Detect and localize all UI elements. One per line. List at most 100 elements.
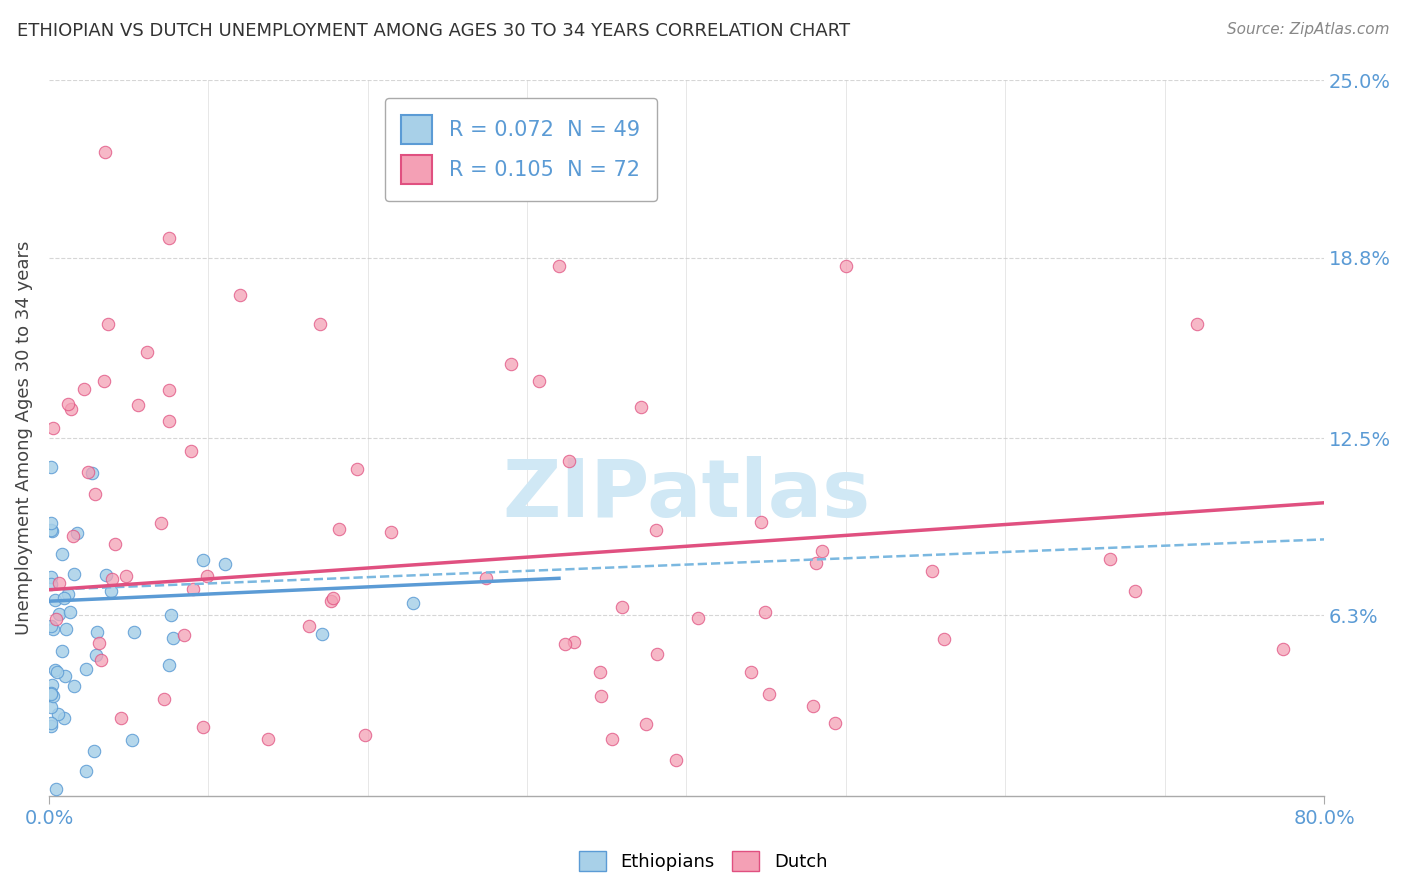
Point <box>160 608 183 623</box>
Point <box>127 398 149 412</box>
Point <box>499 357 522 371</box>
Point <box>193 720 215 734</box>
Point <box>115 569 138 583</box>
Point <box>665 753 688 767</box>
Text: ETHIOPIAN VS DUTCH UNEMPLOYMENT AMONG AGES 30 TO 34 YEARS CORRELATION CHART: ETHIOPIAN VS DUTCH UNEMPLOYMENT AMONG AG… <box>17 22 851 40</box>
Point <box>191 553 214 567</box>
Point <box>353 728 375 742</box>
Point <box>97 317 120 331</box>
Point <box>311 627 333 641</box>
Point <box>39 686 62 700</box>
Point <box>39 619 62 633</box>
Point <box>62 566 84 581</box>
Point <box>749 515 772 529</box>
Point <box>810 544 832 558</box>
Point <box>322 591 344 605</box>
Point <box>562 635 585 649</box>
Point <box>758 687 780 701</box>
Point <box>1123 584 1146 599</box>
Point <box>157 231 180 245</box>
Point <box>173 628 195 642</box>
Point <box>214 557 236 571</box>
Point <box>41 622 63 636</box>
Point <box>52 591 75 606</box>
Point <box>39 523 62 537</box>
Y-axis label: Unemployment Among Ages 30 to 34 years: Unemployment Among Ages 30 to 34 years <box>15 241 32 635</box>
Point <box>51 644 73 658</box>
Point <box>402 596 425 610</box>
Point <box>73 382 96 396</box>
Point <box>39 576 62 591</box>
Point <box>257 731 280 746</box>
Point <box>328 522 350 536</box>
Point <box>45 781 67 796</box>
Point <box>475 571 498 585</box>
Point <box>39 459 62 474</box>
Point <box>136 345 159 359</box>
Point <box>52 710 75 724</box>
Legend: R = 0.072  N = 49, R = 0.105  N = 72: R = 0.072 N = 49, R = 0.105 N = 72 <box>385 98 657 201</box>
Point <box>754 605 776 619</box>
Point <box>630 401 652 415</box>
Point <box>921 564 943 578</box>
Point <box>110 711 132 725</box>
Point <box>39 687 62 701</box>
Point <box>554 637 576 651</box>
Point <box>87 636 110 650</box>
Point <box>51 547 73 561</box>
Point <box>229 288 252 302</box>
Point <box>101 572 124 586</box>
Point <box>195 569 218 583</box>
Point <box>1098 552 1121 566</box>
Point <box>157 384 180 398</box>
Point <box>63 680 86 694</box>
Point <box>321 594 343 608</box>
Point <box>153 692 176 706</box>
Point <box>644 523 666 537</box>
Point <box>46 706 69 721</box>
Point <box>39 719 62 733</box>
Point <box>75 662 97 676</box>
Point <box>39 700 62 714</box>
Point <box>309 317 332 331</box>
Point <box>44 592 66 607</box>
Point <box>647 647 669 661</box>
Point <box>94 568 117 582</box>
Point <box>83 744 105 758</box>
Point <box>41 524 63 538</box>
Text: ZIPatlas: ZIPatlas <box>502 457 870 534</box>
Point <box>94 145 117 159</box>
Point <box>1185 317 1208 331</box>
Point <box>548 260 571 274</box>
Point <box>58 587 80 601</box>
Point <box>65 526 87 541</box>
Point <box>634 717 657 731</box>
Point <box>688 611 710 625</box>
Point <box>84 648 107 663</box>
Point <box>44 663 66 677</box>
Point <box>558 454 581 468</box>
Point <box>835 260 858 274</box>
Text: Source: ZipAtlas.com: Source: ZipAtlas.com <box>1226 22 1389 37</box>
Point <box>589 689 612 703</box>
Point <box>82 467 104 481</box>
Point <box>42 421 65 435</box>
Point <box>45 665 67 679</box>
Point <box>48 575 70 590</box>
Point <box>600 731 623 746</box>
Point <box>824 715 846 730</box>
Point <box>124 624 146 639</box>
Point <box>90 653 112 667</box>
Point <box>59 605 82 619</box>
Point <box>121 732 143 747</box>
Point <box>41 678 63 692</box>
Point <box>104 537 127 551</box>
Point <box>801 698 824 713</box>
Point <box>83 487 105 501</box>
Point <box>162 631 184 645</box>
Point <box>180 444 202 458</box>
Point <box>55 623 77 637</box>
Point <box>100 584 122 599</box>
Point <box>48 607 70 621</box>
Point <box>1271 642 1294 657</box>
